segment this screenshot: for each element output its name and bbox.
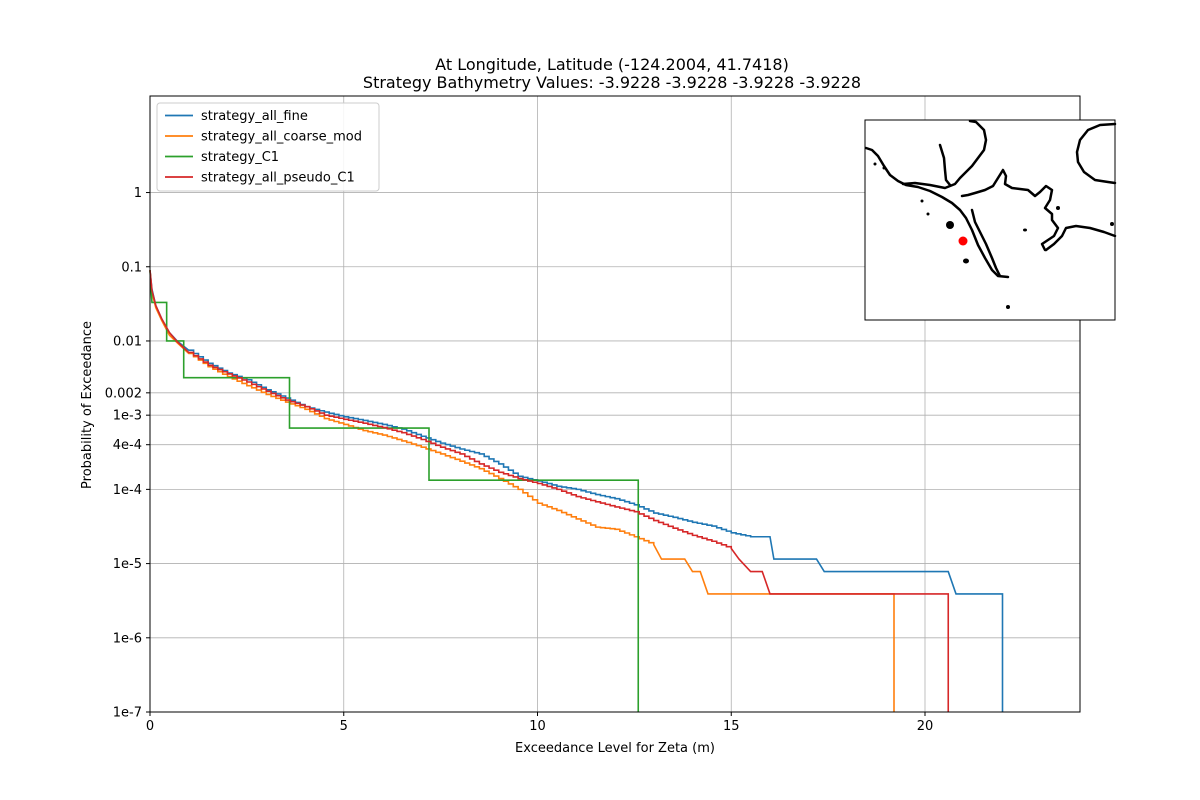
series-layer [149,270,1004,712]
island-shape [882,166,886,170]
island-shape [1056,206,1060,210]
island-shape [1110,222,1114,226]
coastline-shape [864,119,1117,279]
island-shape [873,162,877,166]
island-shape [946,221,954,229]
x-tick-label: 10 [529,719,546,734]
island-shape [926,212,930,216]
x-tick-label: 15 [723,719,740,734]
y-tick-label: 4e-4 [113,438,142,453]
x-axis-label: Exceedance Level for Zeta (m) [515,741,715,756]
x-tick-label: 5 [340,719,348,734]
y-tick-label: 1 [134,186,142,201]
inset-frame [864,119,1116,321]
legend-entry: strategy_all_pseudo_C1 [201,171,355,186]
series-line-strategy_all_pseudo_C1 [149,270,950,712]
coastline-main [864,146,1010,279]
y-tick-label: 1e-5 [113,557,142,572]
x-tick-label: 20 [917,719,934,734]
legend-entry: strategy_all_coarse_mod [201,130,362,145]
y-tick-label: 0.002 [105,386,142,401]
island-shape [1006,305,1010,309]
y-axis: 1 0.1 0.01 0.002 1e-3 4e-4 1e-4 1e-5 1e-6 1e-7 [105,186,150,721]
island-shape [963,258,969,264]
spit-outline [1044,224,1117,252]
bay-outline [960,168,1060,252]
y-tick-label: 1e-6 [113,631,142,646]
legend: strategy_all_fine strategy_all_coarse_mod… [156,102,380,192]
x-tick-label: 0 [146,719,154,734]
plot-frame [149,95,1081,713]
headland-outline [1075,122,1117,185]
y-tick-label: 0.01 [113,334,142,349]
island-shape [920,199,924,203]
islands [873,162,1114,309]
chart-subtitle: Strategy Bathymetry Values: -3.9228 -3.9… [363,73,861,92]
legend-box [156,102,380,192]
location-marker [958,236,968,246]
y-axis-label: Probability of Exceedance [80,321,95,489]
chart-title: At Longitude, Latitude (-124.2004, 41.74… [435,55,789,74]
series-line-strategy_all_coarse_mod [149,270,895,712]
creek-outline [938,143,952,187]
series-line-strategy_all_fine [149,270,1004,712]
river-channel [901,119,988,190]
inset-map [864,119,1117,321]
y-tick-label: 1e-4 [113,483,142,498]
legend-entry: strategy_all_fine [201,109,308,124]
jetty-outline [970,208,1002,278]
legend-entry: strategy_C1 [201,150,279,165]
y-tick-label: 1e-7 [113,706,142,721]
island-shape [1023,228,1027,232]
x-axis: 0 5 10 15 20 [146,712,933,734]
y-tick-label: 1e-3 [113,409,142,424]
y-tick-label: 0.1 [121,260,142,275]
